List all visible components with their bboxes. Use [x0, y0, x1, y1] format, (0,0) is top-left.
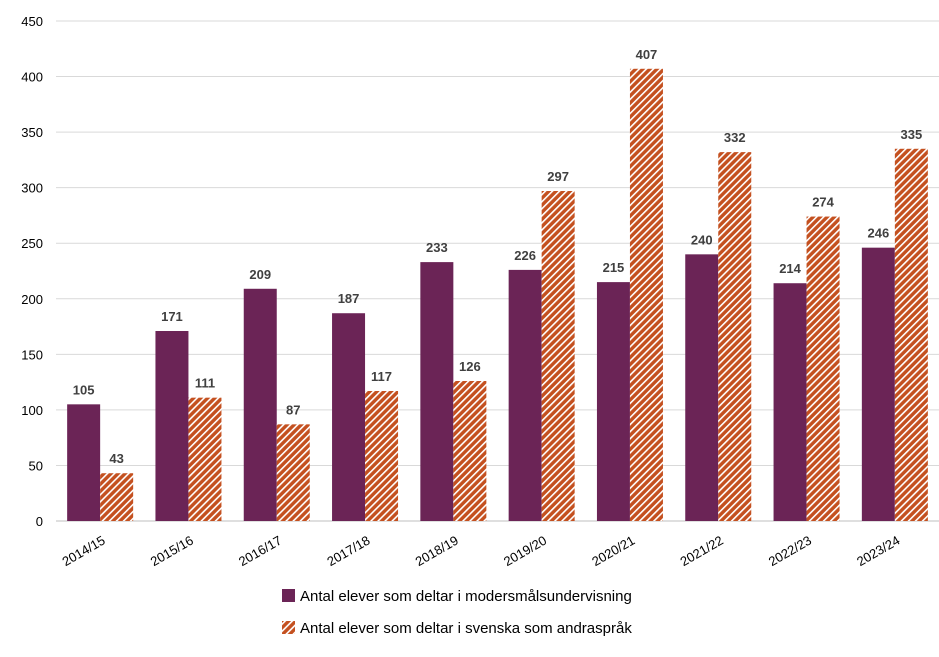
- legend-swatch: [282, 621, 295, 634]
- data-label: 187: [338, 291, 360, 306]
- bar-modersmal: [861, 247, 895, 521]
- bar-sva: [541, 191, 575, 521]
- bar-modersmal: [67, 404, 101, 521]
- y-tick-label: 450: [21, 14, 43, 29]
- data-label: 171: [161, 309, 183, 324]
- data-label: 117: [371, 369, 392, 384]
- data-label: 226: [514, 248, 536, 263]
- bar-sva: [365, 391, 399, 521]
- bar-modersmal: [332, 313, 366, 521]
- data-label: 209: [249, 267, 271, 282]
- bar-sva: [629, 68, 663, 522]
- data-label: 407: [636, 47, 658, 62]
- bar-sva: [806, 216, 840, 522]
- y-tick-label: 100: [21, 403, 43, 418]
- data-label: 335: [900, 127, 922, 142]
- bar-modersmal: [508, 269, 542, 521]
- x-tick-label: 2015/16: [148, 533, 196, 569]
- data-label: 297: [547, 169, 569, 184]
- legend-label: Antal elever som deltar i modersmålsunde…: [300, 588, 632, 605]
- data-label: 111: [195, 376, 215, 391]
- x-tick-label: 2022/23: [766, 533, 814, 569]
- legend-label: Antal elever som deltar i svenska som an…: [300, 620, 632, 637]
- x-tick-label: 2020/21: [589, 533, 637, 569]
- data-labels: 105 43 171 111 209 87 187 117 233 126 226 297 215 407…: [73, 47, 922, 466]
- data-label: 233: [426, 240, 448, 255]
- x-tick-label: 2014/15: [59, 533, 107, 569]
- bar-modersmal: [773, 283, 807, 521]
- legend: Antal elever som deltar i modersmålsunde…: [282, 588, 632, 637]
- y-tick-label: 250: [21, 236, 43, 251]
- x-tick-label: 2023/24: [854, 533, 902, 569]
- data-label: 214: [779, 261, 801, 276]
- bar-modersmal: [685, 254, 719, 522]
- x-tick-label: 2019/20: [501, 533, 549, 569]
- bar-sva: [100, 473, 134, 521]
- y-tick-label: 400: [21, 70, 43, 85]
- x-tick-label: 2021/22: [678, 533, 726, 569]
- bar-modersmal: [420, 262, 454, 521]
- bar-sva: [188, 397, 222, 521]
- data-label: 240: [691, 232, 713, 247]
- data-label: 332: [724, 130, 746, 145]
- y-tick-label: 150: [21, 347, 43, 362]
- y-tick-label: 200: [21, 292, 43, 307]
- bar-modersmal: [155, 331, 189, 521]
- data-label: 274: [812, 195, 834, 210]
- bar-sva: [276, 424, 310, 521]
- y-tick-label: 50: [29, 458, 43, 473]
- data-label: 246: [867, 226, 889, 241]
- x-tick-label: 2018/19: [413, 533, 461, 569]
- y-tick-label: 300: [21, 181, 43, 196]
- y-tick-label: 0: [36, 514, 43, 529]
- x-tick-label: 2017/18: [324, 533, 372, 569]
- x-tick-label: 2016/17: [236, 533, 284, 569]
- y-tick-label: 350: [21, 125, 43, 140]
- data-label: 87: [286, 402, 300, 417]
- data-label: 215: [603, 260, 625, 275]
- bar-sva: [894, 148, 928, 521]
- data-label: 126: [459, 359, 481, 374]
- bars: [67, 68, 928, 522]
- bar-modersmal: [596, 282, 630, 521]
- bar-sva: [718, 152, 752, 521]
- data-label: 105: [73, 382, 95, 397]
- bar-modersmal: [243, 288, 277, 521]
- bar-sva: [453, 381, 487, 521]
- legend-swatch: [282, 589, 295, 602]
- data-label: 43: [109, 451, 123, 466]
